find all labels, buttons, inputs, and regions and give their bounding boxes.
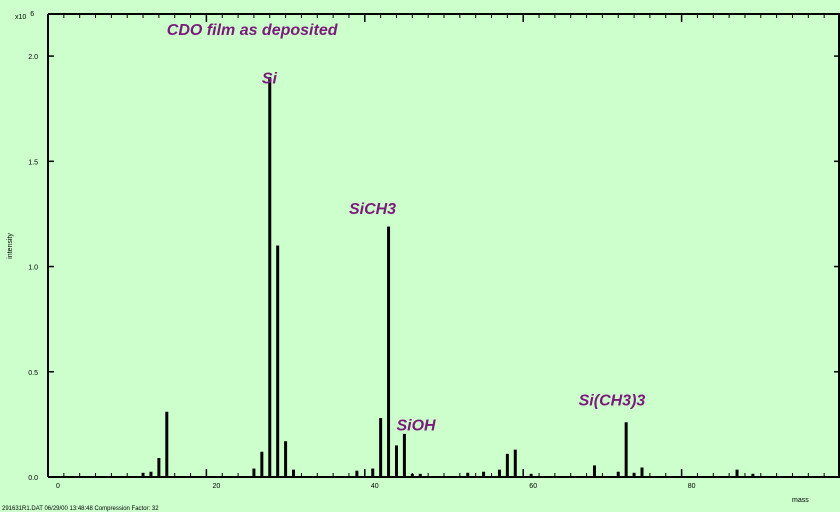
y-tick-label: 2.0	[28, 54, 38, 61]
spectrum-bar	[513, 449, 517, 477]
spectrum-bar	[616, 471, 620, 477]
spectrum-bar	[276, 245, 280, 477]
x-axis-label: mass	[792, 497, 809, 504]
spectrum-bar	[592, 465, 596, 477]
peak-annotation: CDO film as deposited	[167, 22, 339, 39]
spectrum-bar	[497, 469, 501, 477]
spectrum-bar	[165, 411, 169, 477]
bars	[141, 77, 755, 478]
spectrum-bar	[394, 445, 398, 477]
x-tick-label: 0	[56, 483, 60, 490]
spectrum-bar	[292, 469, 296, 477]
spectrum-bar	[355, 470, 359, 477]
spectrum-bar	[157, 458, 161, 477]
spectrum-bar	[410, 473, 414, 477]
peak-annotation: SiCH3	[349, 201, 396, 218]
x-tick-label: 60	[529, 483, 537, 490]
spectrum-bar	[252, 468, 256, 477]
spectrum-bar	[751, 473, 755, 477]
x-tick-label: 80	[688, 483, 696, 490]
axes: 0204060801000.00.51.01.52.0	[28, 13, 840, 490]
spectrum-bar	[387, 226, 391, 477]
y-tick-label: 1.0	[28, 265, 38, 272]
spectrum-bar	[466, 472, 470, 477]
peak-annotation: SiOH	[396, 418, 436, 435]
spectrum-bar	[624, 422, 628, 477]
spectrum-bar	[632, 472, 636, 477]
y-exponent-label: x10 6	[15, 11, 34, 21]
annotations: CDO film as deposited Si SiCH3 SiOH Si(CH3)3	[167, 22, 646, 435]
spectrum-bar	[640, 467, 644, 477]
spectrum-bar	[268, 77, 272, 478]
spectrum-bar	[505, 453, 509, 477]
y-exponent-base: x10	[15, 14, 26, 21]
spectrum-bar	[482, 471, 486, 477]
spectrum-bar	[284, 441, 288, 477]
spectrum-bar	[149, 471, 153, 477]
y-tick-label: 1.5	[28, 159, 38, 166]
spectrum-bar	[735, 469, 739, 477]
y-tick-label: 0.5	[28, 370, 38, 377]
peak-annotation: Si	[262, 70, 278, 87]
spectrum-bar	[260, 451, 264, 477]
spectrum-bar	[371, 468, 375, 477]
peak-annotation: Si(CH3)3	[579, 392, 646, 409]
spectrum-bar	[418, 473, 422, 477]
y-exponent-power: 6	[30, 11, 34, 18]
spectrum-bar	[529, 473, 533, 477]
y-axis-label: intensity	[7, 233, 14, 259]
spectrum-bar	[379, 418, 383, 477]
x-tick-label: 20	[213, 483, 221, 490]
spectrum-bar	[141, 472, 145, 477]
footer-info: 291631R1.DAT 06/29/00 13:48:48 Compressi…	[2, 506, 159, 512]
spectrum-bar	[402, 433, 406, 477]
y-tick-label: 0.0	[28, 475, 38, 482]
x-tick-label: 40	[371, 483, 379, 490]
